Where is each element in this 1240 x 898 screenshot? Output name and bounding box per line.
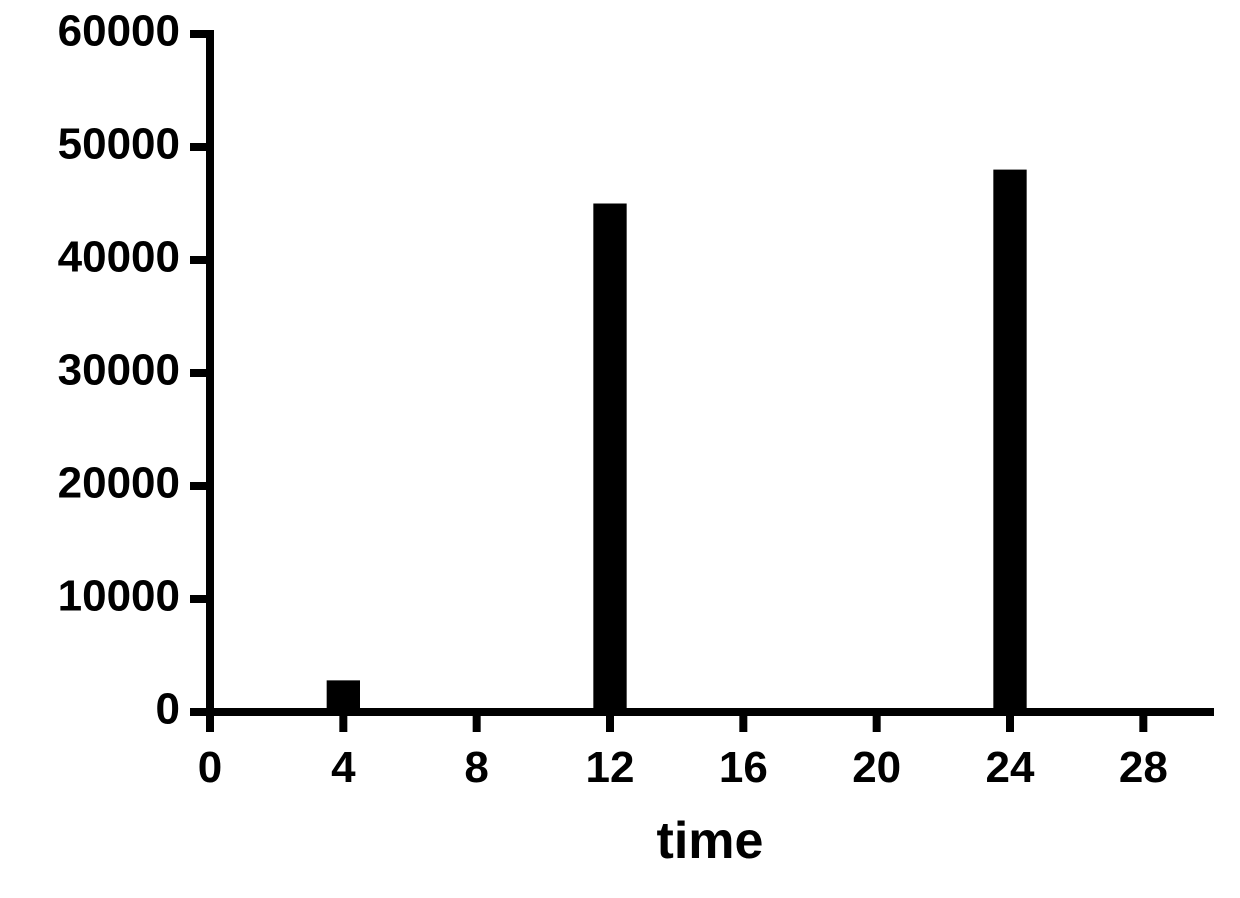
y-tick-label: 30000 [58, 346, 180, 395]
x-tick-label: 16 [719, 743, 768, 792]
bar-chart: 0 10000 20000 30000 40000 50000 60000 0 4 8 12 16 20… [0, 0, 1240, 898]
x-tick-label: 4 [331, 743, 356, 792]
bar [993, 170, 1026, 712]
y-tick-label: 40000 [58, 233, 180, 282]
x-tick-label: 20 [852, 743, 901, 792]
x-tick-label: 28 [1119, 743, 1168, 792]
y-tick-label: 0 [156, 685, 180, 734]
x-tick-label: 24 [986, 743, 1035, 792]
x-axis-title: time [657, 812, 764, 870]
y-tick-label: 20000 [58, 459, 180, 508]
x-tick-label: 12 [586, 743, 635, 792]
y-tick-label: 50000 [58, 120, 180, 169]
bar [327, 680, 360, 712]
y-tick-label: 10000 [58, 572, 180, 621]
y-tick-label: 60000 [58, 7, 180, 56]
x-tick-label: 8 [464, 743, 488, 792]
x-tick-label: 0 [198, 743, 222, 792]
bar [593, 204, 626, 713]
chart-svg: 0 10000 20000 30000 40000 50000 60000 0 4 8 12 16 20… [0, 0, 1240, 898]
